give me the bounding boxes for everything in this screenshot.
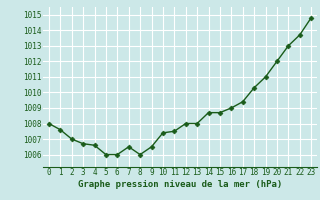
X-axis label: Graphe pression niveau de la mer (hPa): Graphe pression niveau de la mer (hPa) [78, 180, 282, 189]
